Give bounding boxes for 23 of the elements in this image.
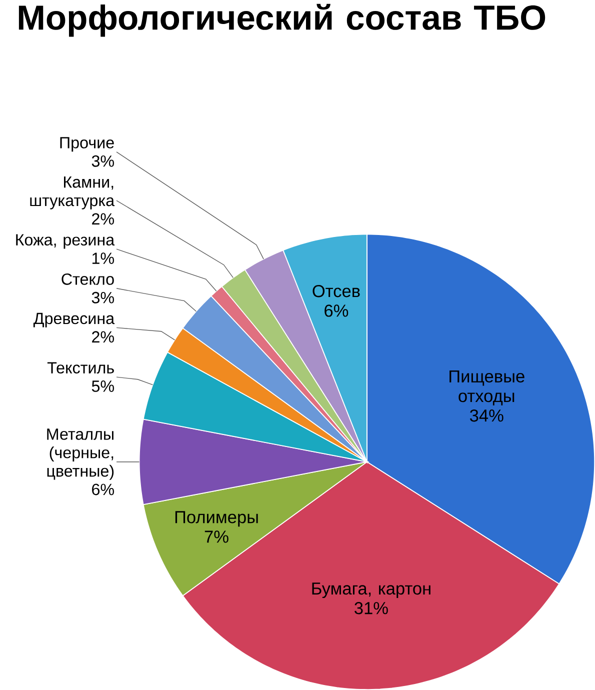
slice-label: Пищевые отходы: [450, 370, 524, 406]
slice-label: Бумага, картон: [312, 582, 430, 598]
data-label: 3%: [92, 155, 114, 167]
slice-label: Текстиль: [47, 362, 114, 374]
data-label: 6%: [92, 484, 114, 496]
data-label: 6%: [324, 304, 348, 317]
data-label: 34%: [470, 409, 504, 422]
data-label: 1%: [92, 252, 114, 264]
slice-label: Полимеры: [175, 511, 258, 527]
data-label: 3%: [92, 292, 114, 304]
chart-title: Морфологический состав ТБО: [18, 4, 546, 37]
data-label: 2%: [92, 331, 114, 343]
data-label: 2%: [92, 213, 114, 225]
slice-label: Прочие: [60, 137, 114, 152]
slice-label: Металлы (черные, цветные): [47, 428, 114, 480]
slice-label: Камни, штукатурка: [30, 176, 115, 210]
data-label: 5%: [92, 380, 114, 392]
slice-label: Кожа, резина: [16, 234, 115, 249]
data-label: 7%: [204, 530, 228, 543]
slice-label: Отсев: [312, 284, 360, 298]
slice-label: Древесина: [33, 312, 115, 328]
data-label: 31%: [354, 602, 388, 614]
slice-label: Стекло: [62, 273, 114, 285]
